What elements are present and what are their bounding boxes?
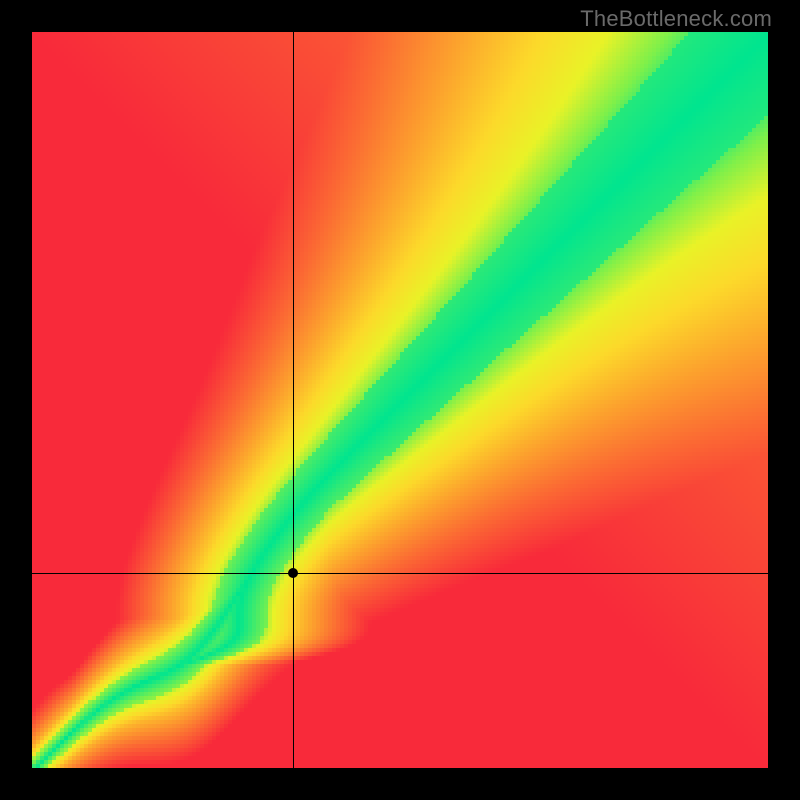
crosshair-horizontal	[32, 573, 768, 574]
heatmap-plot	[32, 32, 768, 768]
crosshair-marker	[288, 568, 298, 578]
heatmap-canvas	[32, 32, 768, 768]
crosshair-vertical	[293, 32, 294, 768]
watermark-text: TheBottleneck.com	[580, 6, 772, 32]
